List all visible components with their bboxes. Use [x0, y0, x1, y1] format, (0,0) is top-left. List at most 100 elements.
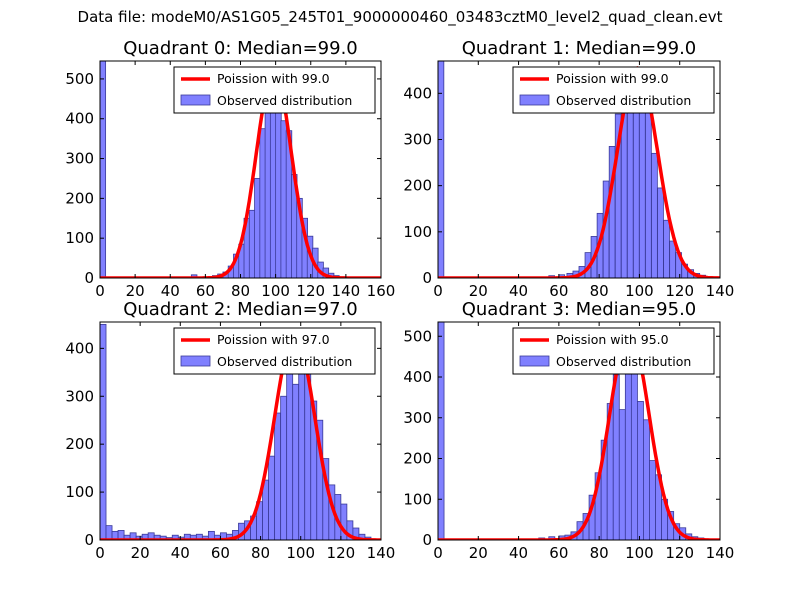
axes-frame [437, 321, 721, 541]
axes-frame [437, 60, 721, 279]
poisson-fit-line [438, 330, 720, 540]
panel-quadrant-0: 0 20 40 60 80 100 120 140 160 0 100 200 300 400 500 Qua… [65, 38, 395, 300]
y-tick-label: 300 [403, 130, 432, 148]
panel-title: Quadrant 2: Median=97.0 [123, 299, 358, 320]
histogram-bar [663, 219, 670, 278]
x-tick-label: 100 [261, 282, 290, 300]
x-tick-label: 100 [625, 282, 654, 300]
histogram-bar [292, 383, 300, 540]
y-tick-label: 100 [403, 490, 432, 508]
y-tick-label: 300 [403, 409, 432, 427]
legend-hist-label: Observed distribution [556, 354, 691, 369]
histogram-bar [286, 359, 294, 540]
x-tick-label: 140 [706, 544, 735, 562]
poisson-fit-line [100, 332, 381, 540]
x-tick-label: 100 [625, 544, 654, 562]
legend-line-label: Poission with 99.0 [556, 71, 669, 86]
x-tick-label: 140 [367, 544, 396, 562]
panel-quadrant-3: 0 20 40 60 80 100 120 140 0 100 200 300 400 500 Quadra… [403, 299, 734, 562]
histogram-bar [643, 419, 650, 540]
histogram-bar [100, 323, 107, 540]
histogram-bar [280, 120, 287, 278]
legend-hist-label: Observed distribution [556, 93, 691, 108]
y-tick-label: 0 [84, 531, 94, 549]
y-tick-label: 400 [403, 84, 432, 102]
y-tick-label: 200 [65, 189, 94, 207]
histogram-bar [100, 61, 107, 278]
x-tick-label: 20 [469, 544, 488, 562]
y-tick-label: 500 [65, 70, 94, 88]
y-tick-label: 0 [422, 269, 432, 287]
x-tick-label: 80 [231, 282, 250, 300]
histogram-bar [649, 460, 656, 540]
x-tick-label: 60 [196, 282, 215, 300]
x-tick-label: 20 [131, 544, 150, 562]
histogram-bar [262, 479, 270, 540]
legend: Poission with 99.0 Observed distribution [173, 66, 376, 114]
x-tick-label: 20 [126, 282, 145, 300]
poisson-fit-line [438, 66, 720, 278]
legend-line-label: Poission with 97.0 [217, 332, 330, 347]
y-tick-label: 100 [65, 229, 94, 247]
x-tick-label: 60 [211, 544, 230, 562]
y-tick-label: 200 [403, 450, 432, 468]
histogram-bar [264, 110, 272, 278]
y-tick-label: 500 [403, 327, 432, 345]
histogram-bar [105, 525, 113, 540]
x-tick-label: 140 [706, 282, 735, 300]
panel-quadrant-1: 0 20 40 60 80 100 120 140 0 100 200 300 400 Quadrant … [403, 38, 734, 300]
x-tick-label: 40 [171, 544, 190, 562]
histogram-bar [274, 412, 282, 540]
histogram-bar [248, 209, 256, 278]
histogram-bar [259, 128, 266, 278]
legend: Poission with 97.0 Observed distribution [173, 327, 376, 375]
histogram-bar [645, 97, 652, 278]
histogram-bar [651, 152, 658, 278]
x-tick-label: 160 [367, 282, 396, 300]
histogram-bar [275, 108, 282, 278]
legend-hist-swatch [519, 94, 550, 106]
y-tick-label: 300 [65, 150, 94, 168]
panel-title: Quadrant 3: Median=95.0 [462, 299, 697, 320]
histogram-bar [624, 348, 632, 540]
x-tick-label: 60 [549, 544, 568, 562]
y-tick-label: 200 [65, 435, 94, 453]
legend-hist-swatch [180, 94, 211, 106]
x-tick-label: 20 [469, 282, 488, 300]
x-tick-label: 120 [327, 544, 356, 562]
histogram-bar [268, 455, 276, 540]
x-tick-label: 140 [332, 282, 361, 300]
x-tick-label: 100 [286, 544, 315, 562]
figure-title: Data file: modeM0/AS1G05_245T01_90000004… [77, 8, 723, 26]
legend-hist-swatch [180, 355, 211, 367]
x-tick-label: 120 [665, 282, 694, 300]
x-tick-label: 80 [590, 282, 609, 300]
histogram-bar [269, 112, 277, 278]
x-tick-label: 40 [509, 544, 528, 562]
plot-area [438, 322, 720, 540]
x-tick-label: 40 [161, 282, 180, 300]
x-tick-label: 60 [549, 282, 568, 300]
y-tick-label: 0 [84, 269, 94, 287]
panel-quadrant-2: 0 20 40 60 80 100 120 140 0 100 200 300 400 Quadrant … [65, 299, 395, 562]
x-tick-label: 120 [296, 282, 325, 300]
legend: Poission with 99.0 Observed distribution [512, 66, 715, 114]
y-tick-label: 100 [65, 483, 94, 501]
legend-line-label: Poission with 95.0 [556, 332, 669, 347]
axes-frame [99, 321, 382, 541]
histogram-bar [280, 395, 288, 540]
legend-hist-label: Observed distribution [217, 93, 352, 108]
y-tick-label: 400 [403, 368, 432, 386]
histogram-bar [618, 409, 626, 540]
x-tick-label: 0 [95, 282, 105, 300]
y-tick-label: 100 [403, 223, 432, 241]
histogram-bar [657, 187, 664, 278]
histogram-bar [669, 240, 676, 278]
x-tick-label: 0 [433, 544, 443, 562]
histogram-bar [612, 374, 620, 540]
y-tick-label: 400 [65, 339, 94, 357]
x-tick-label: 80 [590, 544, 609, 562]
legend-hist-label: Observed distribution [217, 354, 352, 369]
panel-title: Quadrant 1: Median=99.0 [462, 38, 697, 59]
